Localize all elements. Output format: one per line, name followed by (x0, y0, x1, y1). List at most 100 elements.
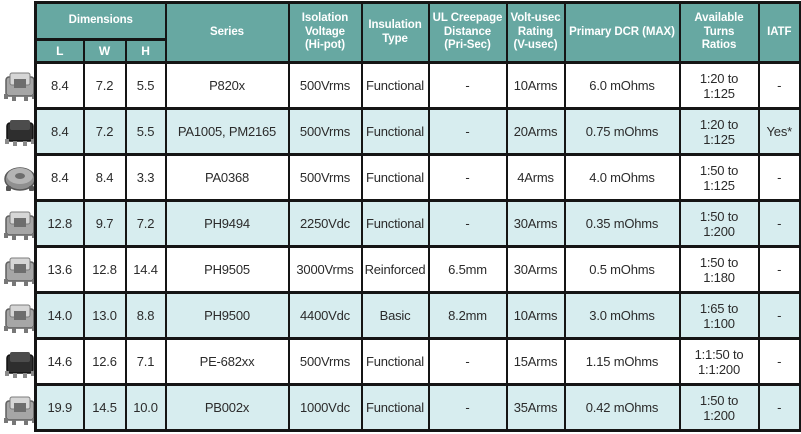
cell-creepage-distance: 8.2mm (427, 291, 508, 340)
cell-series: PA0368 (164, 153, 290, 202)
cell-width: 9.7 (82, 199, 127, 248)
transformer-spec-table: Dimensions Series Isolation Voltage (Hi-… (34, 1, 801, 432)
cell-isolation-voltage: 500Vrms (287, 61, 363, 110)
table-row: 12.8 9.7 7.2 PH9494 2250Vdc Functional -… (34, 199, 801, 248)
cell-insulation-type: Functional (360, 383, 430, 432)
cell-primary-dcr: 0.35 mOhms (563, 199, 681, 248)
header-dim-l: L (34, 38, 85, 64)
cell-height: 10.0 (124, 383, 167, 432)
smd-transformer-photo (0, 205, 40, 245)
cell-primary-dcr: 6.0 mOhms (563, 61, 681, 110)
cell-height: 3.3 (124, 153, 167, 202)
cell-isolation-voltage: 4400Vdc (287, 291, 363, 340)
cell-length: 14.0 (34, 291, 85, 340)
header-insulation-type: Insulation Type (360, 1, 430, 64)
cell-width: 7.2 (82, 107, 127, 156)
cell-length: 8.4 (34, 61, 85, 110)
header-isolation-voltage: Isolation Voltage (Hi-pot) (287, 1, 363, 64)
cell-series: PE-682xx (164, 337, 290, 386)
cell-width: 12.8 (82, 245, 127, 294)
cell-creepage-distance: 6.5mm (427, 245, 508, 294)
header-creepage-distance: UL Creepage Distance (Pri-Sec) (427, 1, 508, 64)
smd-transformer-photo (0, 66, 40, 106)
cell-length: 8.4 (34, 153, 85, 202)
cell-volt-usec-rating: 30Arms (505, 199, 566, 248)
cell-length: 12.8 (34, 199, 85, 248)
cell-series: PB002x (164, 383, 290, 432)
cell-width: 14.5 (82, 383, 127, 432)
table-row: 8.4 7.2 5.5 P820x 500Vrms Functional - 1… (34, 61, 801, 110)
table-body: 8.4 7.2 5.5 P820x 500Vrms Functional - 1… (34, 61, 801, 432)
table-row: 14.0 13.0 8.8 PH9500 4400Vdc Basic 8.2mm… (34, 291, 801, 340)
cell-volt-usec-rating: 20Arms (505, 107, 566, 156)
cell-series: P820x (164, 61, 290, 110)
cell-width: 8.4 (82, 153, 127, 202)
cell-creepage-distance: - (427, 153, 508, 202)
cell-length: 13.6 (34, 245, 85, 294)
cell-iatf: - (757, 337, 801, 386)
cell-primary-dcr: 0.42 mOhms (563, 383, 681, 432)
black-smd-transformer-photo (0, 112, 40, 152)
cell-turns-ratios: 1:50 to 1:200 (678, 383, 760, 432)
cell-width: 13.0 (82, 291, 127, 340)
cell-isolation-voltage: 500Vrms (287, 107, 363, 156)
cell-insulation-type: Basic (360, 291, 430, 340)
cell-insulation-type: Functional (360, 61, 430, 110)
table-row: 14.6 12.6 7.1 PE-682xx 500Vrms Functiona… (34, 337, 801, 386)
black-smd-transformer-photo (0, 344, 40, 384)
cell-volt-usec-rating: 10Arms (505, 291, 566, 340)
smd-transformer-photo (0, 251, 40, 291)
cell-isolation-voltage: 1000Vdc (287, 383, 363, 432)
table-row: 8.4 8.4 3.3 PA0368 500Vrms Functional - … (34, 153, 801, 202)
cell-turns-ratios: 1:20 to 1:125 (678, 107, 760, 156)
header-series: Series (164, 1, 290, 64)
cell-volt-usec-rating: 15Arms (505, 337, 566, 386)
cell-length: 14.6 (34, 337, 85, 386)
header-dim-h: H (124, 38, 167, 64)
cell-series: PA1005, PM2165 (164, 107, 290, 156)
cell-height: 7.1 (124, 337, 167, 386)
table-row: 13.6 12.8 14.4 PH9505 3000Vrms Reinforce… (34, 245, 801, 294)
cell-creepage-distance: - (427, 383, 508, 432)
cell-width: 12.6 (82, 337, 127, 386)
cell-width: 7.2 (82, 61, 127, 110)
table-row: 19.9 14.5 10.0 PB002x 1000Vdc Functional… (34, 383, 801, 432)
cell-series: PH9505 (164, 245, 290, 294)
cell-iatf: - (757, 199, 801, 248)
cell-turns-ratios: 1:50 to 1:200 (678, 199, 760, 248)
cell-primary-dcr: 0.5 mOhms (563, 245, 681, 294)
header-iatf: IATF (757, 1, 801, 64)
cell-creepage-distance: - (427, 61, 508, 110)
product-photo-column (0, 0, 40, 434)
cell-height: 7.2 (124, 199, 167, 248)
cell-insulation-type: Reinforced (360, 245, 430, 294)
cell-turns-ratios: 1:20 to 1:125 (678, 61, 760, 110)
cell-isolation-voltage: 500Vrms (287, 153, 363, 202)
table-row: 8.4 7.2 5.5 PA1005, PM2165 500Vrms Funct… (34, 107, 801, 156)
cell-iatf: - (757, 61, 801, 110)
cell-iatf: Yes* (757, 107, 801, 156)
cell-series: PH9494 (164, 199, 290, 248)
cell-insulation-type: Functional (360, 153, 430, 202)
cell-turns-ratios: 1:50 to 1:180 (678, 245, 760, 294)
cell-iatf: - (757, 383, 801, 432)
header-turns-ratios: Available Turns Ratios (678, 1, 760, 64)
cell-isolation-voltage: 500Vrms (287, 337, 363, 386)
cell-volt-usec-rating: 35Arms (505, 383, 566, 432)
cell-insulation-type: Functional (360, 107, 430, 156)
cell-iatf: - (757, 153, 801, 202)
header-primary-dcr: Primary DCR (MAX) (563, 1, 681, 64)
cell-volt-usec-rating: 10Arms (505, 61, 566, 110)
header-volt-usec-rating: Volt-usec Rating (V-usec) (505, 1, 566, 64)
toroidal-inductor-photo (0, 159, 40, 199)
cell-series: PH9500 (164, 291, 290, 340)
cell-turns-ratios: 1:1:50 to 1:1:200 (678, 337, 760, 386)
cell-primary-dcr: 3.0 mOhms (563, 291, 681, 340)
cell-primary-dcr: 1.15 mOhms (563, 337, 681, 386)
cell-length: 19.9 (34, 383, 85, 432)
cell-height: 5.5 (124, 61, 167, 110)
cell-volt-usec-rating: 4Arms (505, 153, 566, 202)
cell-height: 8.8 (124, 291, 167, 340)
cell-creepage-distance: - (427, 107, 508, 156)
